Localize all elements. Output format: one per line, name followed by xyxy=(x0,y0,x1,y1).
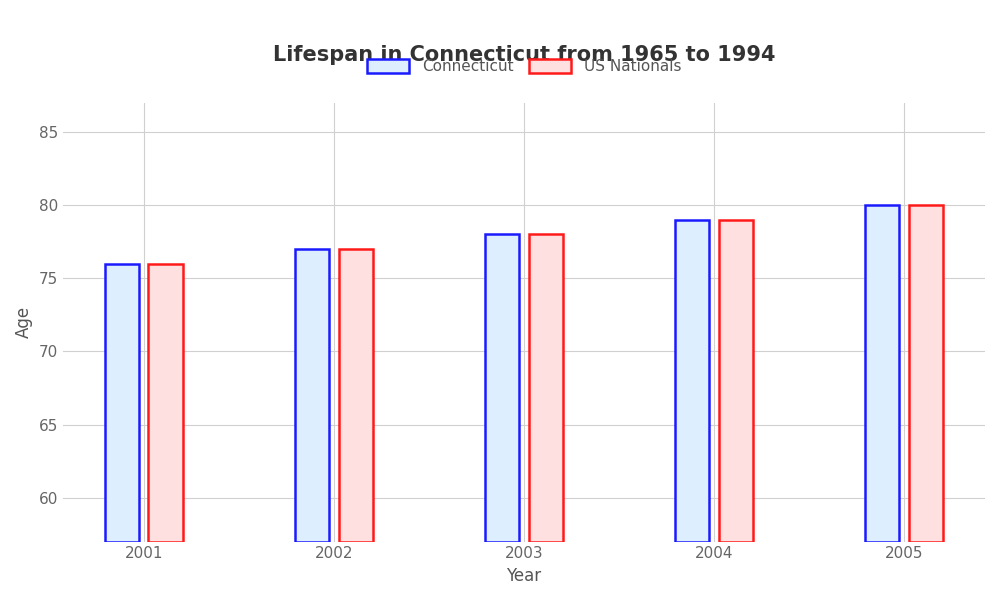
Bar xyxy=(529,235,563,542)
Bar xyxy=(865,205,899,542)
Bar xyxy=(148,263,183,542)
Y-axis label: Age: Age xyxy=(15,306,33,338)
Bar xyxy=(295,249,329,542)
X-axis label: Year: Year xyxy=(506,567,541,585)
Bar xyxy=(485,235,519,542)
Title: Lifespan in Connecticut from 1965 to 1994: Lifespan in Connecticut from 1965 to 199… xyxy=(273,45,775,65)
Bar xyxy=(675,220,709,542)
Bar xyxy=(105,263,139,542)
Bar xyxy=(909,205,943,542)
Legend: Connecticut, US Nationals: Connecticut, US Nationals xyxy=(361,53,687,80)
Bar xyxy=(719,220,753,542)
Bar xyxy=(339,249,373,542)
